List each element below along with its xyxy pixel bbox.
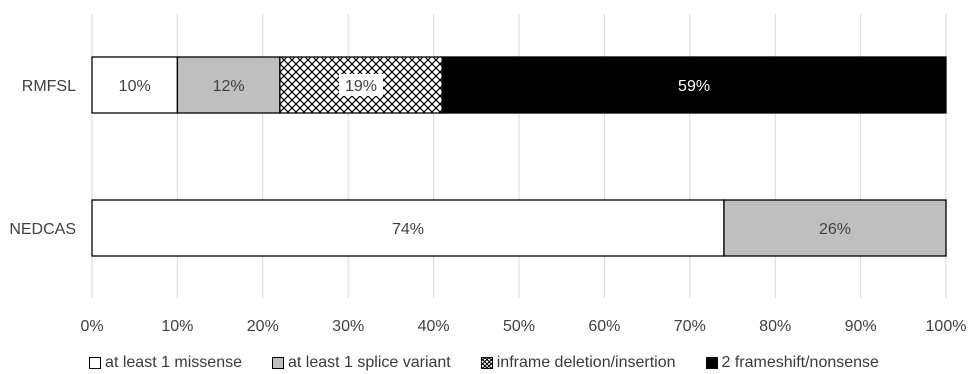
legend-swatch <box>480 357 493 369</box>
x-tick-label: 10% <box>161 318 193 335</box>
bar-segment <box>91 199 725 257</box>
legend-item: at least 1 splice variant <box>272 354 451 372</box>
data-label-bg <box>339 74 384 96</box>
data-label: 12% <box>213 78 245 95</box>
x-tick-label: 40% <box>418 318 450 335</box>
category-label: RMFSL <box>22 78 76 95</box>
bar-segment <box>91 56 179 114</box>
legend-label: 2 frameshift/nonsense <box>721 354 879 371</box>
data-label: 19% <box>345 78 377 95</box>
bar-segment <box>723 199 947 257</box>
data-label: 26% <box>819 221 851 238</box>
x-tick-label: 0% <box>80 318 103 335</box>
x-tick-label: 100% <box>926 318 967 335</box>
legend-swatch <box>89 357 102 369</box>
x-tick-label: 50% <box>503 318 535 335</box>
legend-swatch <box>272 357 284 369</box>
bars <box>91 56 947 257</box>
legend: at least 1 missense at least 1 splice var… <box>0 352 968 374</box>
stacked-bar-chart: 10% 12% 19% 59% 74% 26% 0% 10% 20% 30% 40% 50% 60% 7… <box>9 14 966 335</box>
data-label: 10% <box>119 78 151 95</box>
x-tick-label: 30% <box>332 318 364 335</box>
x-tick-label: 80% <box>759 318 791 335</box>
data-labels: 10% 12% 19% 59% 74% 26% <box>119 74 851 238</box>
category-label: NEDCAS <box>9 221 76 238</box>
legend-label: at least 1 splice variant <box>288 354 451 371</box>
x-tick-label: 90% <box>845 318 877 335</box>
bar-segment <box>441 56 947 114</box>
x-tick-label: 70% <box>674 318 706 335</box>
x-tick-label: 60% <box>588 318 620 335</box>
legend-item: 2 frameshift/nonsense <box>705 354 879 372</box>
data-label: 74% <box>392 221 424 238</box>
bar-segment <box>176 56 281 114</box>
axes: 0% 10% 20% 30% 40% 50% 60% 70% 80% 90% 100% RMFSL NE… <box>9 78 966 335</box>
legend-label: inframe deletion/insertion <box>496 354 676 371</box>
legend-label: at least 1 missense <box>105 354 242 371</box>
legend-item: inframe deletion/insertion <box>480 354 676 372</box>
legend-swatch <box>705 357 718 369</box>
legend-item: at least 1 missense <box>89 354 242 372</box>
data-label: 59% <box>678 78 710 95</box>
x-tick-label: 20% <box>247 318 279 335</box>
